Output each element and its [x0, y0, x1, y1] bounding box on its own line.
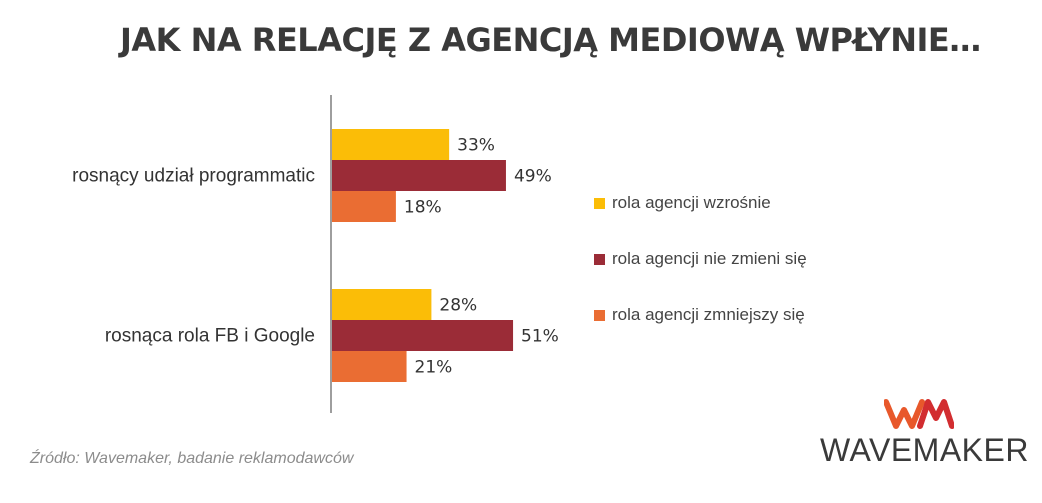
bar-value-label: 21% [415, 358, 453, 378]
page-title: JAK NA RELACJĘ Z AGENCJĄ MEDIOWĄ WPŁYNIE… [120, 21, 981, 59]
legend-label: rola agencji wzrośnie [612, 193, 771, 212]
legend-swatch [594, 197, 605, 209]
legend-swatch [594, 309, 605, 321]
category-label: rosnąca rola FB i Google [105, 326, 315, 347]
legend-item: rola agencji zmniejszy się [594, 305, 805, 325]
bar [332, 351, 407, 382]
bar-value-label: 49% [514, 167, 552, 187]
bar-value-label: 33% [457, 136, 495, 156]
bar [332, 289, 432, 320]
category-label: rosnący udział programmatic [72, 166, 315, 187]
legend-item: rola agencji wzrośnie [594, 193, 771, 213]
legend-label: rola agencji zmniejszy się [612, 305, 805, 324]
wavemaker-logo: WAVEMAKER [820, 398, 1028, 468]
wavemaker-logo-text: WAVEMAKER [820, 432, 1029, 468]
chart-category-labels: rosnący udział programmatic rosnąca rola … [72, 166, 315, 347]
bar [332, 191, 396, 222]
bar [332, 320, 514, 351]
wavemaker-logo-mark-icon [884, 399, 954, 429]
bar [332, 160, 506, 191]
legend-swatch [594, 253, 605, 265]
bar [332, 129, 450, 160]
legend-label: rola agencji nie zmieni się [612, 249, 807, 268]
legend-item: rola agencji nie zmieni się [594, 249, 807, 269]
bar-value-label: 51% [521, 327, 559, 347]
bar-value-label: 28% [439, 296, 477, 316]
chart-bars [332, 129, 514, 382]
bar-value-label: 18% [404, 198, 442, 218]
chart-value-labels: 33% 49% 18% 28% 51% 21% [404, 136, 559, 378]
source-note: Źródło: Wavemaker, badanie reklamodawców [30, 450, 354, 467]
